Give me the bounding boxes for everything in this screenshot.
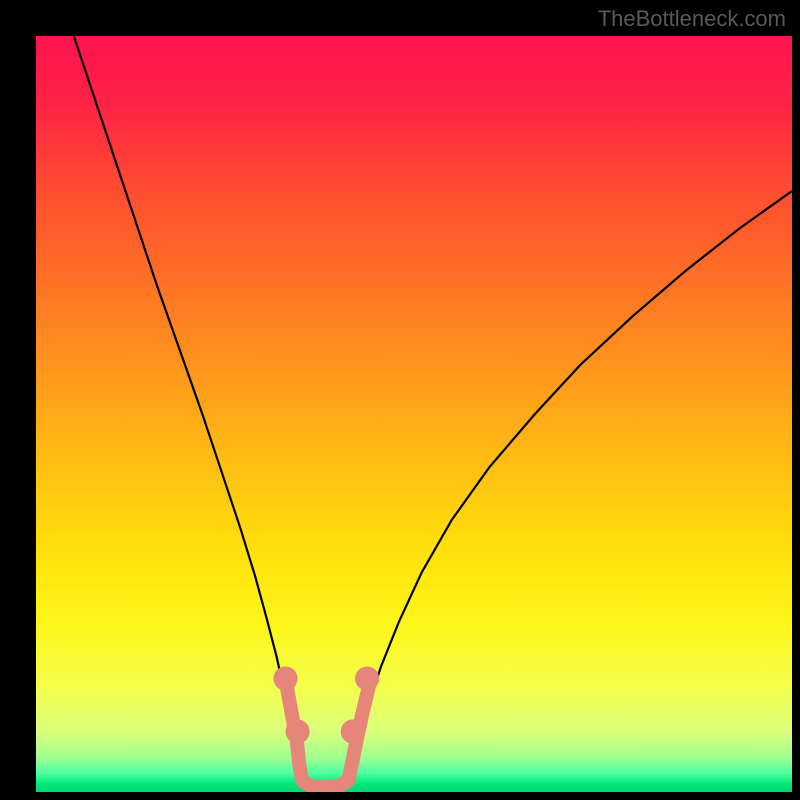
watermark-label: TheBottleneck.com [598, 6, 786, 32]
bottom-u-nub [273, 667, 297, 691]
bottom-u-nub [341, 719, 365, 743]
bottom-u-nub [355, 667, 379, 691]
chart-stage: TheBottleneck.com [0, 0, 800, 800]
bottom-u-nub [285, 719, 309, 743]
bottleneck-curve-plot [36, 36, 792, 792]
